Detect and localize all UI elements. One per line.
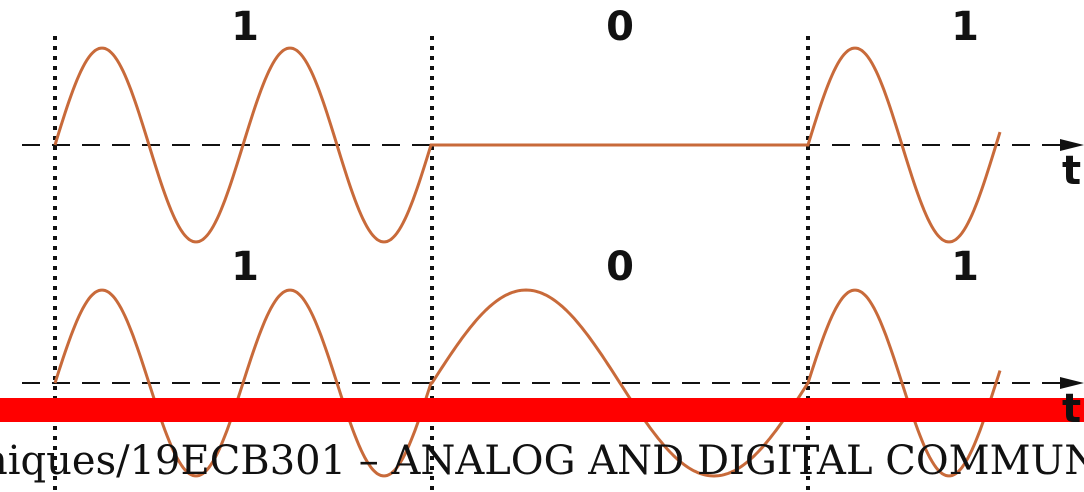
bit-label-top-2: 0	[606, 4, 634, 50]
bit-label-bottom-1: 1	[231, 244, 259, 290]
fsk-waveform	[53, 288, 1002, 478]
axis-label-bottom: t	[1062, 386, 1081, 432]
ask-waveform	[53, 46, 1002, 244]
red-banner-bar	[0, 398, 1084, 422]
bit-label-top-1: 1	[231, 4, 259, 50]
axis-label-top: t	[1062, 148, 1081, 194]
time-axis-bottom-arrow	[1060, 377, 1084, 389]
bit-label-top-3: 1	[951, 4, 979, 50]
bit-label-bottom-2: 0	[606, 244, 634, 290]
footer-course-title: niques/19ECB301 – ANALOG AND DIGITAL COM…	[0, 438, 1084, 484]
bit-label-bottom-3: 1	[951, 244, 979, 290]
time-axis-top-arrow	[1060, 139, 1084, 151]
